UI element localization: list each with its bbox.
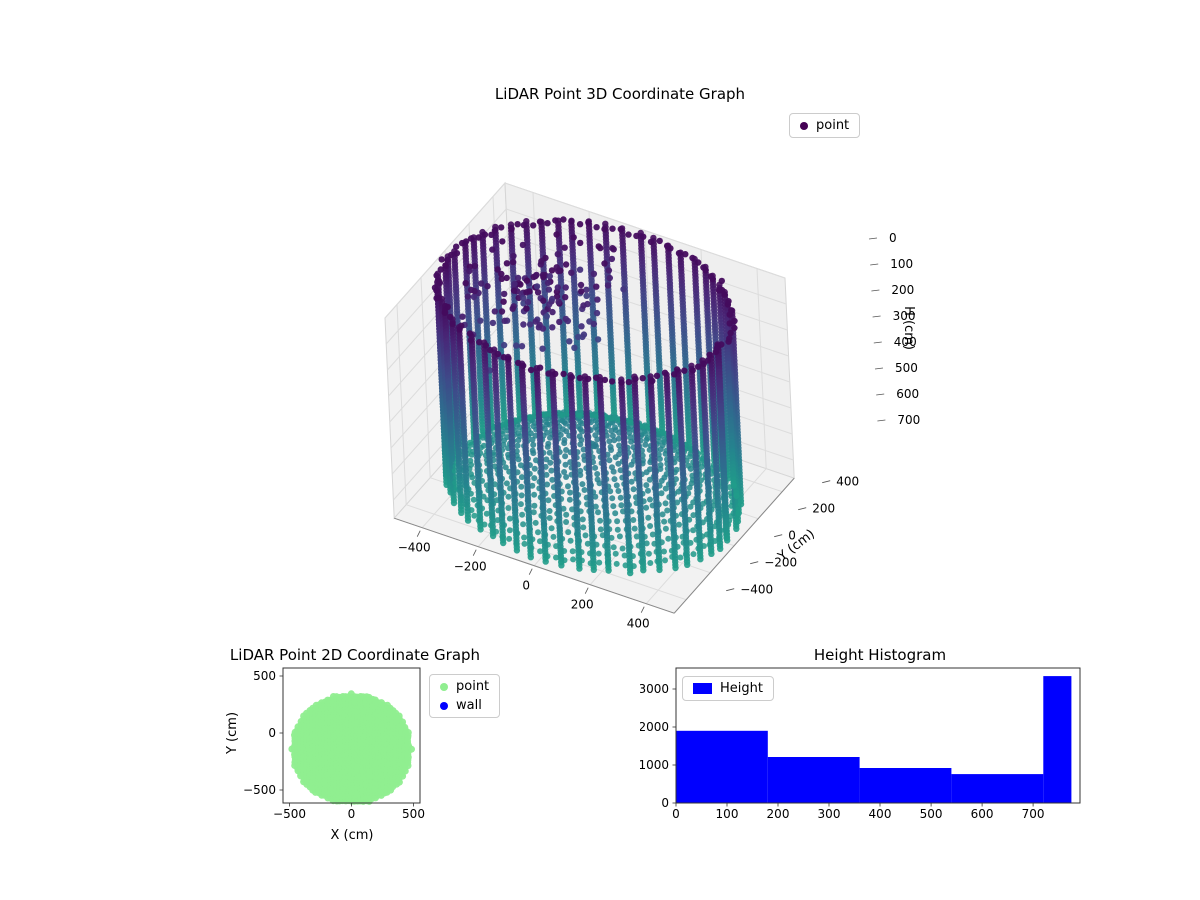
chart3d-legend-label: point (816, 118, 850, 133)
chart2d-legend-item-point: point (440, 679, 489, 694)
svg-text:400: 400 (627, 617, 650, 631)
chart3d-h-axis-label: H (cm) (901, 306, 916, 350)
chart2d-legend: point wall (429, 674, 501, 718)
chart3d-legend: point (789, 113, 861, 138)
chart2d-x-axis-label: X (cm) (330, 828, 374, 843)
svg-text:400: 400 (894, 335, 917, 349)
svg-text:400: 400 (836, 475, 859, 489)
hist-legend-item-height: Height (693, 681, 763, 696)
chart2d-y-axis-label: Y (cm) (225, 711, 240, 755)
wall-marker-icon (440, 701, 448, 710)
svg-text:700: 700 (897, 413, 920, 427)
svg-text:500: 500 (895, 361, 918, 375)
chart2d-title: LiDAR Point 2D Coordinate Graph (229, 646, 481, 664)
svg-text:−200: −200 (454, 560, 487, 574)
point-marker-icon (440, 682, 448, 691)
chart2d-legend-label-point: point (456, 679, 490, 694)
chart3d-title: LiDAR Point 3D Coordinate Graph (494, 85, 746, 103)
point-blob (288, 690, 415, 805)
svg-text:−400: −400 (398, 541, 431, 555)
point-marker-icon (800, 121, 808, 130)
histogram-bars (676, 676, 1072, 803)
hist-legend-label: Height (720, 681, 763, 696)
svg-text:0: 0 (522, 579, 530, 593)
svg-text:600: 600 (896, 387, 919, 401)
chart3d-legend-item-point: point (800, 118, 849, 133)
svg-text:−400: −400 (740, 583, 773, 597)
svg-text:0: 0 (889, 231, 897, 245)
svg-text:0: 0 (788, 529, 796, 543)
hist-title: Height Histogram (813, 646, 947, 664)
axis-ticks-3d: −400−20002004004002000−200−4000100200300… (398, 231, 921, 631)
svg-text:300: 300 (893, 309, 916, 323)
svg-text:200: 200 (891, 283, 914, 297)
svg-text:200: 200 (571, 598, 594, 612)
hist-legend: Height (682, 676, 774, 701)
chart2d-legend-item-wall: wall (440, 698, 489, 713)
point-cloud (431, 216, 745, 577)
chart2d-legend-label-wall: wall (456, 698, 482, 713)
svg-text:100: 100 (890, 257, 913, 271)
chart3d-canvas: −400−20002004004002000−200−4000100200300… (384, 181, 921, 631)
height-bar-marker-icon (693, 683, 712, 694)
svg-text:−200: −200 (764, 556, 797, 570)
svg-text:200: 200 (812, 502, 835, 516)
